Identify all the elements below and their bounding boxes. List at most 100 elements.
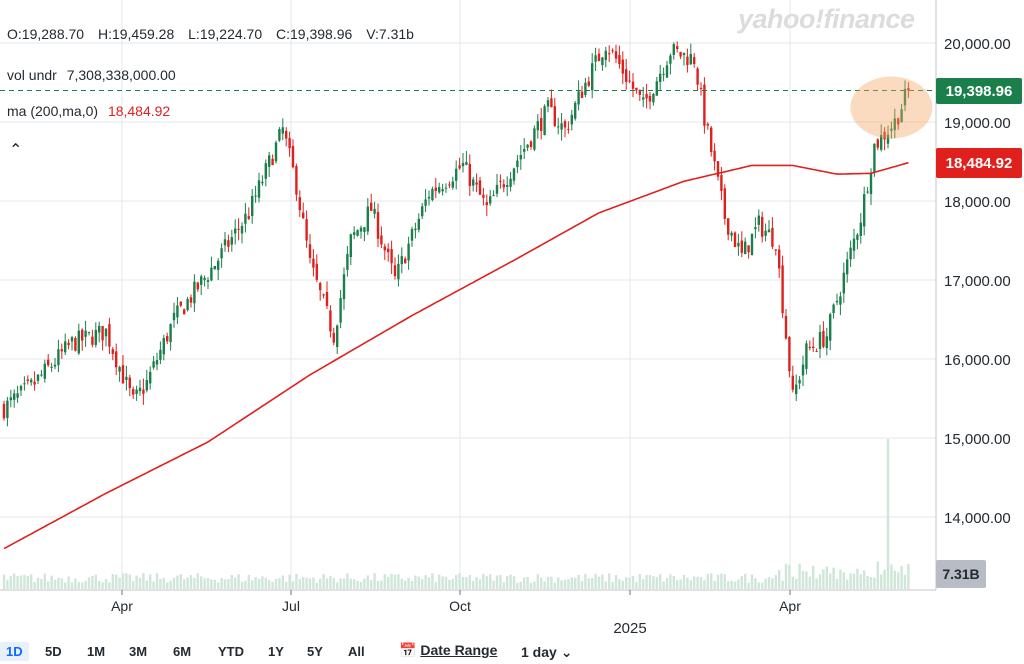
- volume-bar: [312, 577, 315, 589]
- candle: [492, 190, 495, 197]
- candle: [308, 234, 312, 264]
- range-6m-button[interactable]: 6M: [173, 644, 192, 659]
- candle-body: [893, 118, 896, 131]
- volume-bar: [784, 563, 788, 589]
- volume-bar: [846, 579, 849, 589]
- candle-body: [438, 187, 441, 193]
- volume-bar: [145, 580, 148, 589]
- volume-bar: [302, 577, 305, 589]
- candle: [784, 308, 788, 340]
- range-ytd-button[interactable]: YTD: [218, 644, 244, 659]
- candle-body: [706, 123, 709, 126]
- candle-body: [172, 312, 176, 321]
- range-1y-button[interactable]: 1Y: [268, 644, 284, 659]
- range-1m-button[interactable]: 1M: [87, 644, 106, 659]
- candle-body: [427, 196, 431, 199]
- candle: [679, 51, 682, 59]
- volume-bar: [631, 575, 635, 589]
- volume-bar: [815, 578, 818, 589]
- candle-body: [805, 343, 808, 369]
- ma-indicator[interactable]: ma (200,ma,0) 18,484.92: [7, 103, 170, 119]
- volume-bar: [98, 580, 101, 589]
- candle: [2, 400, 6, 421]
- range-5y-button[interactable]: 5Y: [307, 644, 323, 659]
- volume-bar: [757, 582, 760, 589]
- volume-bar: [468, 575, 471, 589]
- candle: [757, 209, 760, 232]
- volume-bar: [281, 575, 284, 589]
- volume-bar: [206, 578, 210, 589]
- candle: [291, 139, 295, 169]
- candle: [329, 305, 332, 338]
- candle: [849, 240, 852, 267]
- volume-bar: [94, 574, 97, 589]
- candle: [880, 124, 883, 152]
- candle-body: [87, 331, 91, 333]
- candle: [597, 48, 601, 62]
- volume-bar: [247, 574, 250, 589]
- candle: [359, 225, 363, 239]
- volume-bar: [285, 581, 288, 589]
- chevron-up-icon[interactable]: ⌃: [9, 142, 23, 159]
- candle: [716, 161, 720, 181]
- price-chart[interactable]: 20,000.00 19,000.00 18,000.00 17,000.00 16,0…: [0, 0, 1024, 640]
- candle: [431, 186, 434, 202]
- volume-bar: [652, 576, 655, 589]
- candle: [162, 334, 165, 361]
- volume-bar: [74, 578, 77, 589]
- candle: [353, 226, 356, 240]
- volume-bar: [863, 570, 866, 589]
- volume-bar: [648, 575, 652, 589]
- volume-bar: [829, 573, 832, 589]
- candle: [478, 176, 482, 196]
- candle: [383, 243, 386, 261]
- candle-body: [240, 226, 244, 234]
- candle: [169, 323, 172, 351]
- candle: [43, 359, 46, 383]
- volume-bar: [591, 578, 594, 589]
- candle-body: [750, 233, 754, 256]
- volume-bar: [655, 577, 658, 589]
- candle-body: [611, 50, 614, 52]
- candle: [118, 365, 121, 382]
- volume-bar: [64, 582, 67, 589]
- candle-body: [635, 87, 638, 91]
- candle-body: [689, 53, 692, 65]
- candle: [268, 151, 271, 178]
- volume-bar: [26, 575, 29, 589]
- volume-bar: [791, 576, 794, 589]
- range-3m-button[interactable]: 3M: [129, 644, 148, 659]
- candle-body: [383, 246, 386, 251]
- volume-bar: [859, 574, 862, 589]
- candle-body: [512, 168, 516, 181]
- candle: [883, 127, 886, 151]
- range-1d-button[interactable]: 1D: [0, 642, 29, 661]
- candle: [414, 222, 417, 239]
- candle-body: [523, 148, 526, 152]
- candle-body: [703, 84, 706, 126]
- candle: [461, 153, 465, 173]
- volume-bar: [781, 580, 784, 589]
- interval-select[interactable]: 1 day ⌄: [521, 644, 572, 661]
- volume-bar: [230, 575, 233, 589]
- volume-bar: [444, 576, 448, 589]
- candle-body: [220, 248, 223, 259]
- candle: [254, 185, 257, 203]
- volume-bar: [767, 577, 771, 589]
- candle-body: [84, 330, 87, 337]
- candle: [468, 154, 471, 196]
- volume-bar: [825, 566, 828, 589]
- candle: [536, 114, 539, 139]
- candle-body: [730, 232, 733, 236]
- volume-bar: [900, 565, 903, 589]
- y-tick-label: 19,000.00: [944, 115, 1011, 132]
- range-all-button[interactable]: All: [348, 644, 365, 659]
- volume-bar: [70, 582, 74, 589]
- candle-body: [67, 342, 70, 346]
- range-5d-button[interactable]: 5D: [45, 644, 62, 659]
- candle-body: [322, 294, 325, 296]
- candle-body: [274, 142, 278, 162]
- date-range-button[interactable]: 📅 Date Range: [399, 642, 497, 659]
- volume-bar: [526, 577, 529, 589]
- volume-indicator[interactable]: vol undr 7,308,338,000.00: [7, 67, 176, 83]
